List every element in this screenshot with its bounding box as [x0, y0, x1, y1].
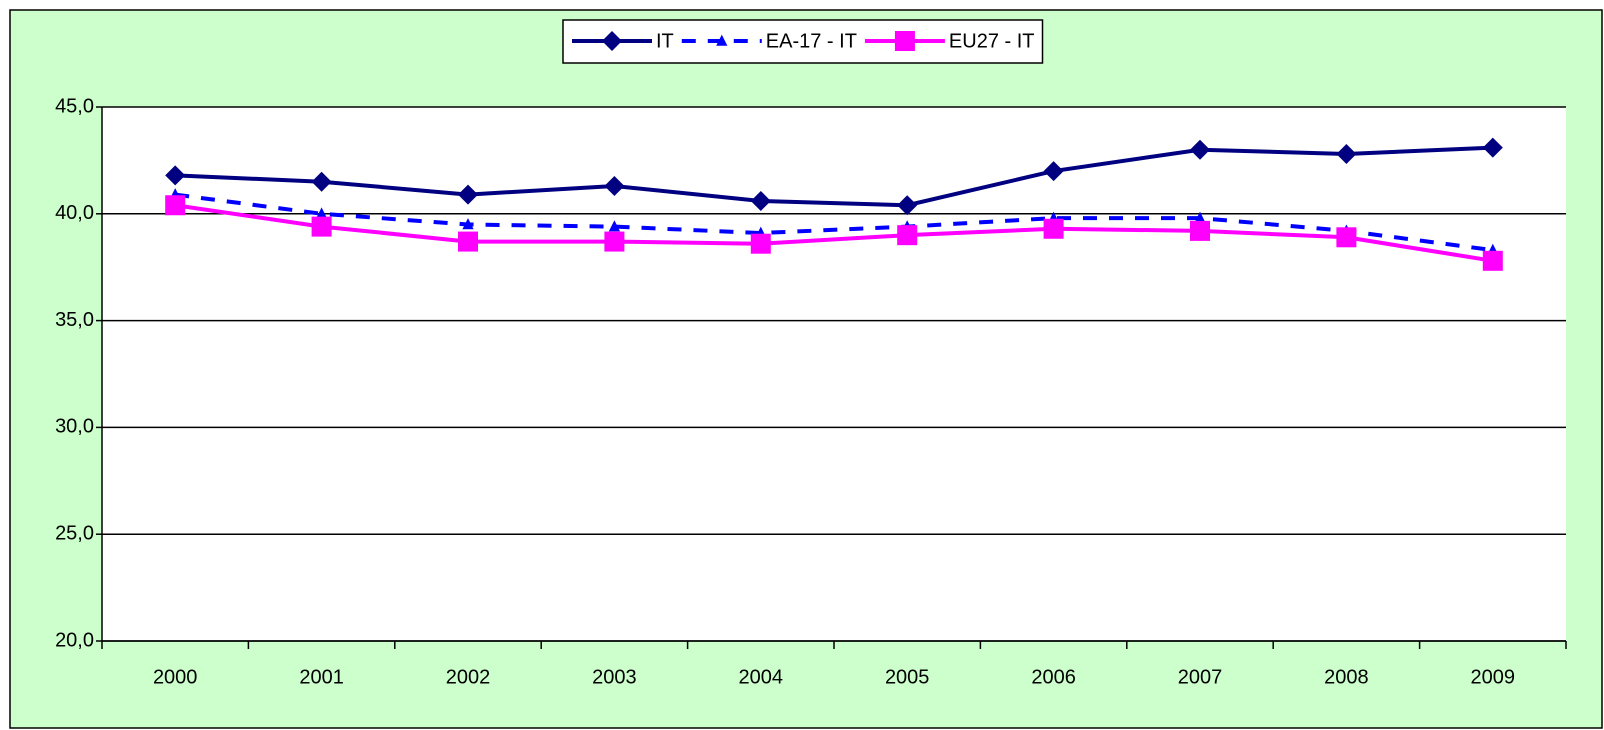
marker: [604, 231, 625, 252]
marker: [462, 218, 474, 230]
marker: [897, 225, 918, 246]
x-tick-label: 2004: [739, 666, 784, 688]
marker: [316, 207, 328, 219]
x-tick-label: 2009: [1471, 666, 1516, 688]
marker: [716, 34, 728, 46]
marker: [458, 231, 478, 252]
series-line: [175, 145, 1493, 208]
marker: [604, 176, 625, 197]
series-line: [174, 192, 1494, 253]
y-tick-label: 40,0: [55, 202, 94, 224]
legend-label: EU27 - IT: [949, 30, 1035, 52]
marker: [1336, 227, 1357, 248]
y-tick-label: 20,0: [55, 629, 94, 651]
x-tick-label: 2005: [885, 666, 930, 688]
marker: [165, 165, 186, 186]
plot-area: [102, 107, 1566, 641]
marker: [750, 233, 771, 254]
x-tick-label: 2007: [1178, 666, 1223, 688]
legend-label: EA-17 - IT: [766, 30, 857, 52]
y-tick-label: 45,0: [55, 95, 94, 117]
y-tick-label: 30,0: [55, 416, 94, 438]
marker: [1482, 250, 1503, 271]
x-tick-label: 2002: [446, 666, 491, 688]
marker: [1190, 220, 1210, 241]
marker: [311, 171, 332, 192]
x-tick-label: 2001: [299, 666, 344, 688]
marker: [458, 184, 478, 205]
marker: [897, 195, 918, 216]
marker: [311, 216, 332, 237]
x-tick-label: 2008: [1324, 666, 1369, 688]
marker: [1190, 139, 1210, 160]
series-line: [174, 203, 1494, 263]
marker: [1482, 137, 1503, 158]
marker: [1336, 143, 1357, 164]
x-tick-label: 2000: [153, 666, 198, 688]
marker: [750, 190, 771, 211]
y-tick-label: 35,0: [55, 309, 94, 331]
marker: [602, 31, 622, 51]
x-tick-label: 2006: [1031, 666, 1076, 688]
marker: [1043, 218, 1064, 239]
y-tick-label: 25,0: [55, 522, 94, 544]
marker: [894, 31, 915, 51]
marker: [165, 195, 186, 216]
legend-label: IT: [656, 30, 674, 52]
marker: [1043, 161, 1064, 182]
marker: [1194, 211, 1206, 223]
marker: [608, 220, 620, 232]
x-tick-label: 2003: [592, 666, 637, 688]
